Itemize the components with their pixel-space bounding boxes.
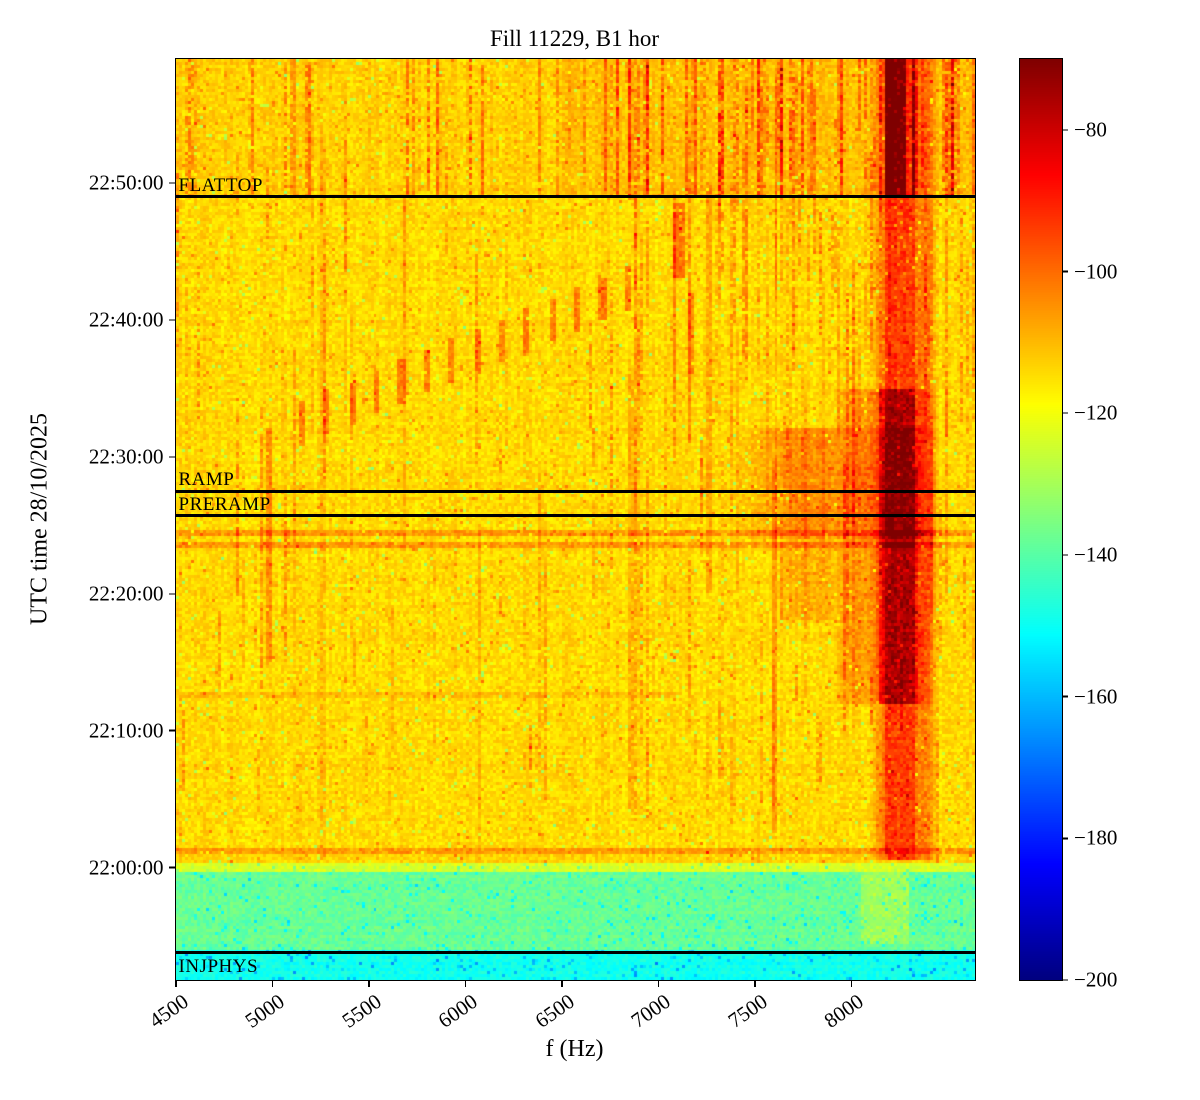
x-tick-mark xyxy=(175,981,177,987)
x-tick-label: 8000 xyxy=(820,989,869,1033)
x-tick-label: 5500 xyxy=(337,989,386,1033)
x-tick-mark xyxy=(271,981,274,987)
x-axis-label: f (Hz) xyxy=(545,1036,604,1062)
event-label-ramp: RAMP xyxy=(178,469,235,491)
event-line-flattop xyxy=(175,195,975,199)
x-tick-mark xyxy=(368,981,370,987)
colorbar-tick-label: −180 xyxy=(1074,825,1118,850)
colorbar-tick--160: −160 xyxy=(1062,684,1117,709)
colorbar-tick-mark xyxy=(1062,695,1068,698)
event-label-flattop: FLATTOP xyxy=(178,174,263,196)
colorbar-tick-mark xyxy=(1062,270,1068,273)
y-tick-mark xyxy=(168,593,175,595)
event-label-injphys: INJPHYS xyxy=(178,955,259,977)
colorbar-tick--200: −200 xyxy=(1062,968,1117,993)
x-tick-label: 7000 xyxy=(627,989,676,1033)
x-tick-label: 6000 xyxy=(434,989,483,1033)
x-tick-mark xyxy=(754,981,756,987)
y-tick-mark xyxy=(168,729,175,732)
y-tick-label: 22:30:00 xyxy=(88,444,164,469)
colorbar-tick--80: −80 xyxy=(1062,117,1107,142)
colorbar-tick-label: −160 xyxy=(1074,684,1118,709)
x-tick-label: 5000 xyxy=(241,989,290,1033)
colorbar-tick-label: −200 xyxy=(1074,967,1118,992)
colorbar-tick-mark xyxy=(1062,979,1068,981)
colorbar-tick-mark xyxy=(1062,129,1068,131)
y-tick-mark xyxy=(168,866,175,869)
event-line-preramp xyxy=(175,514,975,517)
y-tick-mark xyxy=(168,182,175,184)
spectrogram-heatmap-canvas xyxy=(175,58,975,980)
colorbar-tick-label: −120 xyxy=(1074,400,1118,425)
y-tick-22-40: 22:40:00 xyxy=(0,307,175,332)
colorbar-tick-label: −80 xyxy=(1074,117,1107,142)
chart-title: Fill 11229, B1 hor xyxy=(489,26,660,51)
y-tick-mark xyxy=(168,319,175,321)
y-tick-22-50: 22:50:00 xyxy=(0,170,175,195)
spectrogram-plot-area: FLATTOP RAMP PRERAMP INJPHYS xyxy=(174,57,976,981)
colorbar-tick-label: −100 xyxy=(1074,259,1118,284)
x-tick-label: 6500 xyxy=(530,989,579,1033)
event-line-injphys xyxy=(175,951,975,955)
x-tick-mark xyxy=(850,981,853,987)
x-tick-mark xyxy=(561,981,563,987)
colorbar-tick-mark xyxy=(1062,554,1068,556)
colorbar-tick-mark xyxy=(1062,837,1068,840)
colorbar-tick-mark xyxy=(1062,412,1068,414)
event-line-ramp xyxy=(175,489,975,493)
colorbar-tick-label: −140 xyxy=(1074,542,1118,567)
colorbar-tick--140: −140 xyxy=(1062,542,1117,567)
event-label-preramp: PRERAMP xyxy=(178,493,271,515)
y-tick-22-10: 22:10:00 xyxy=(0,718,175,743)
y-tick-22-30: 22:30:00 xyxy=(0,444,175,469)
y-tick-label: 22:50:00 xyxy=(88,170,164,195)
colorbar-tick--180: −180 xyxy=(1062,826,1117,851)
colorbar-tick--120: −120 xyxy=(1062,401,1117,426)
colorbar-canvas xyxy=(1019,58,1062,980)
y-tick-22-00: 22:00:00 xyxy=(0,855,175,880)
colorbar xyxy=(1018,57,1063,981)
x-tick-mark xyxy=(464,981,467,987)
y-tick-label: 22:00:00 xyxy=(88,855,164,880)
x-tick-label: 7500 xyxy=(723,989,772,1033)
x-tick-mark xyxy=(657,981,660,987)
x-tick-label: 4500 xyxy=(144,989,193,1033)
y-tick-mark xyxy=(168,456,175,458)
colorbar-tick--100: −100 xyxy=(1062,259,1117,284)
y-tick-label: 22:20:00 xyxy=(88,581,164,606)
y-tick-label: 22:10:00 xyxy=(88,718,164,743)
y-tick-label: 22:40:00 xyxy=(88,307,164,332)
y-tick-22-20: 22:20:00 xyxy=(0,581,175,606)
